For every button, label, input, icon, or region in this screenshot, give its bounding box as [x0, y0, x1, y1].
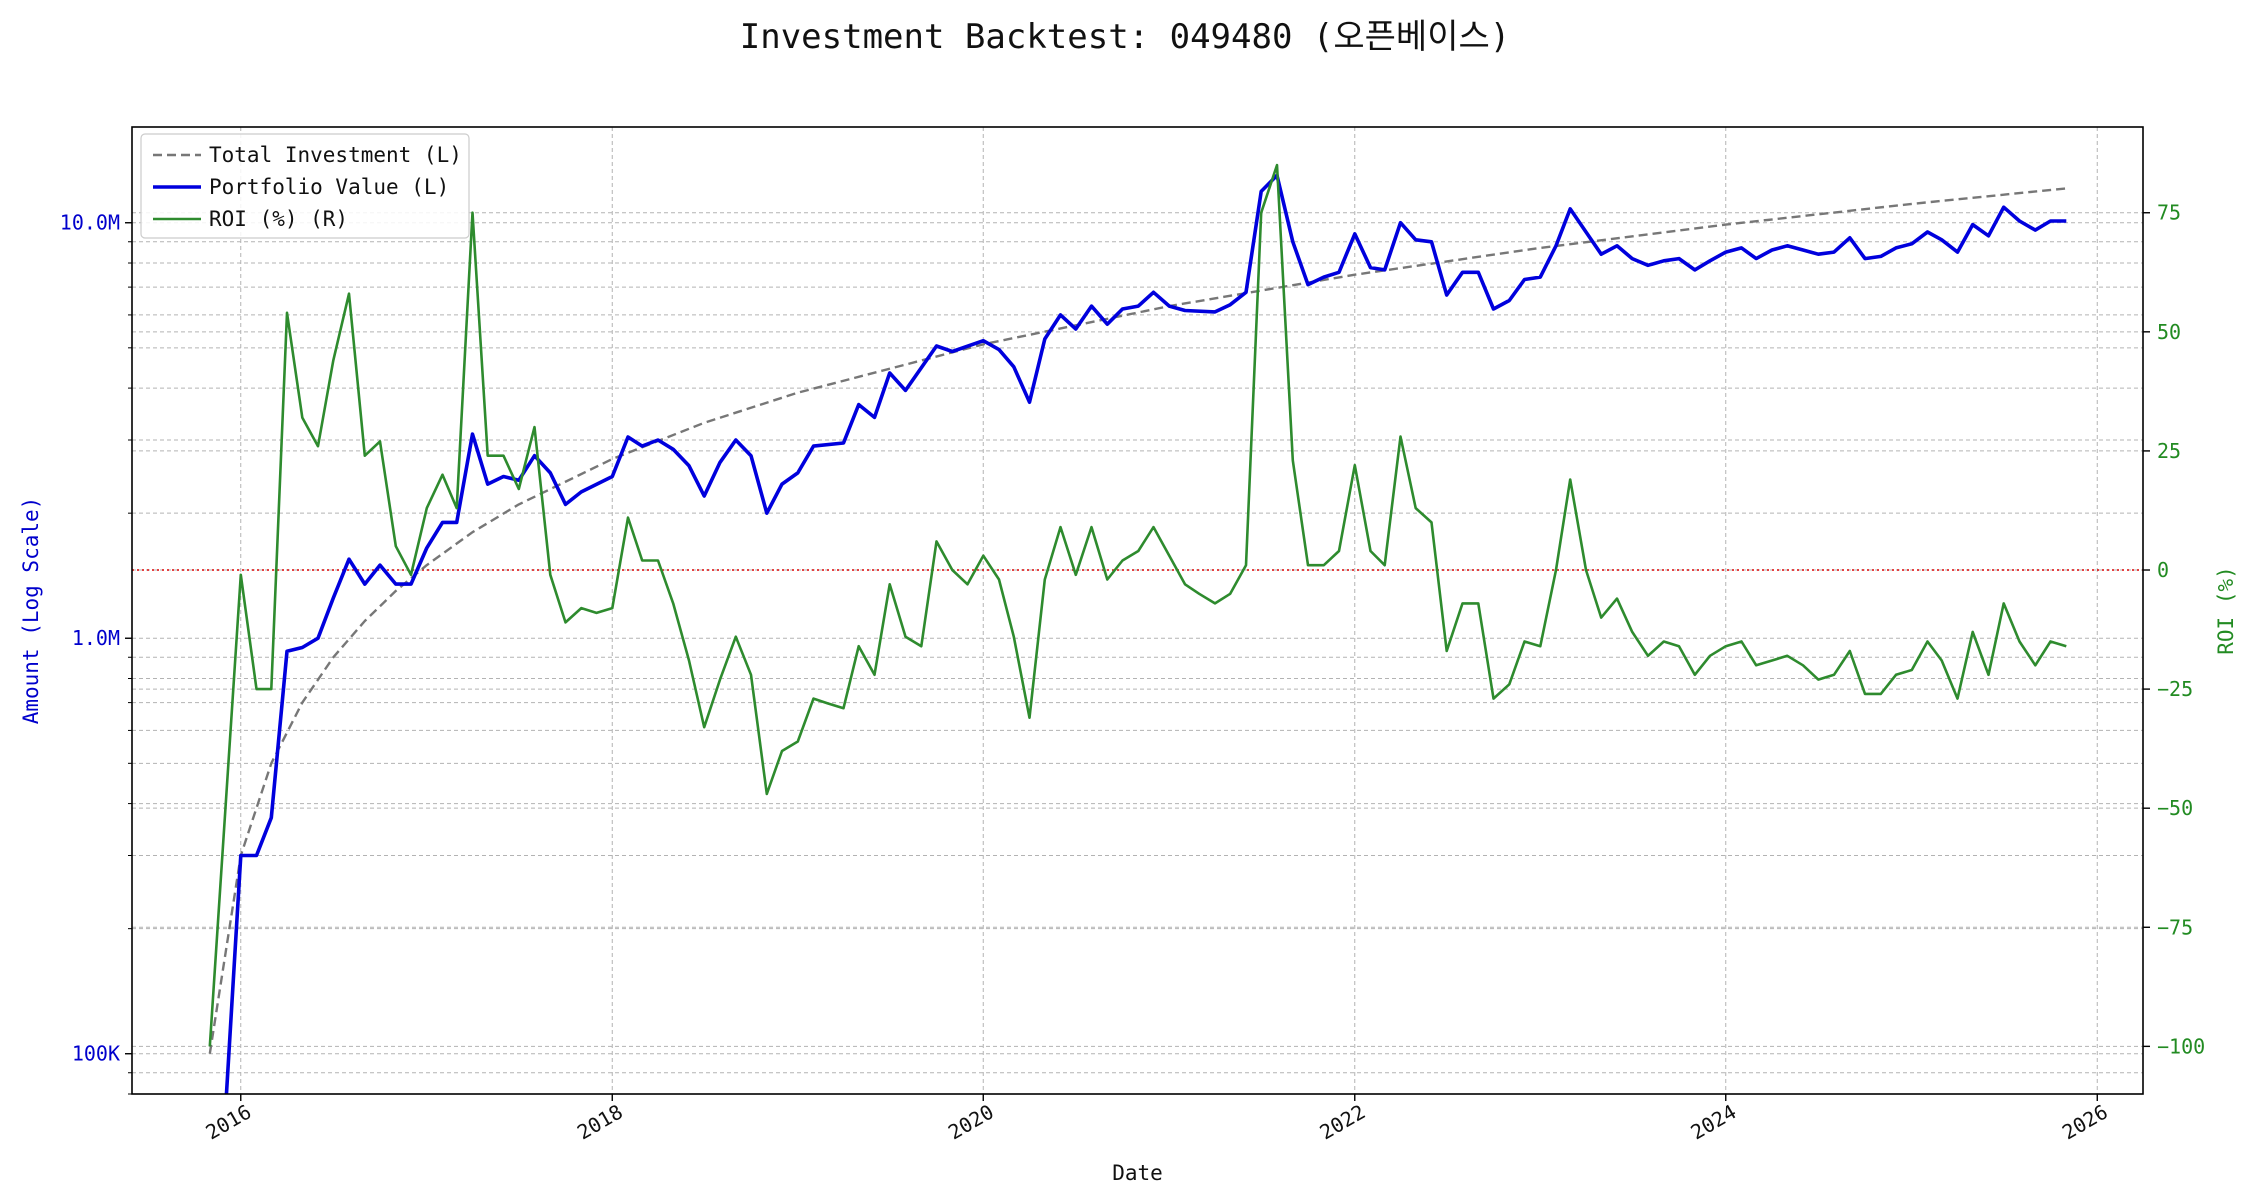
legend-label-roi: ROI (%) (R)	[209, 207, 348, 231]
total-investment-line	[208, 187, 2067, 1054]
legend-label-total-investment: Total Investment (L)	[209, 143, 462, 167]
right-axis-label: ROI (%)	[2214, 566, 2238, 655]
left-tick-label: 10.0M	[60, 211, 120, 235]
chart-title: Investment Backtest: 049480 (오픈베이스)	[740, 17, 1511, 57]
plot-frame	[131, 126, 2144, 1095]
left-axis-label: Amount (Log Scale)	[19, 497, 43, 725]
right-tick-label: 25	[2157, 439, 2181, 463]
right-tick-label: −25	[2157, 677, 2193, 701]
x-tick-label: 2016	[202, 1100, 256, 1145]
roi-line	[208, 163, 2067, 1047]
x-tick-label: 2024	[1687, 1100, 1741, 1145]
left-axis-ticks: 100K 1.0M 10.0M	[60, 211, 132, 1095]
right-tick-label: −75	[2157, 915, 2193, 939]
right-tick-label: −100	[2157, 1034, 2205, 1058]
left-tick-label: 1.0M	[72, 626, 120, 650]
legend-label-portfolio-value: Portfolio Value (L)	[209, 175, 449, 199]
right-tick-label: 75	[2157, 201, 2181, 225]
grid-layer	[132, 127, 2143, 1095]
right-tick-label: 50	[2157, 320, 2181, 344]
series-layer	[208, 163, 2067, 1094]
x-axis-ticks: 2016 2018 2020 2022 2024 2026	[202, 1094, 2112, 1144]
x-tick-label: 2020	[944, 1100, 998, 1145]
x-tick-label: 2026	[2058, 1100, 2112, 1145]
x-axis-label: Date	[1112, 1161, 1163, 1185]
x-tick-label: 2022	[1316, 1100, 1370, 1145]
legend-box	[140, 133, 470, 239]
portfolio-value-line	[224, 173, 2067, 1094]
left-tick-label: 100K	[72, 1042, 120, 1066]
right-axis-ticks: −100 −75 −50 −25 0 25 50 75	[2143, 201, 2205, 1058]
chart-legend: Total Investment (L) Portfolio Value (L)…	[140, 133, 470, 239]
x-tick-label: 2018	[573, 1100, 627, 1145]
right-tick-label: 0	[2157, 558, 2169, 582]
right-tick-label: −50	[2157, 796, 2193, 820]
